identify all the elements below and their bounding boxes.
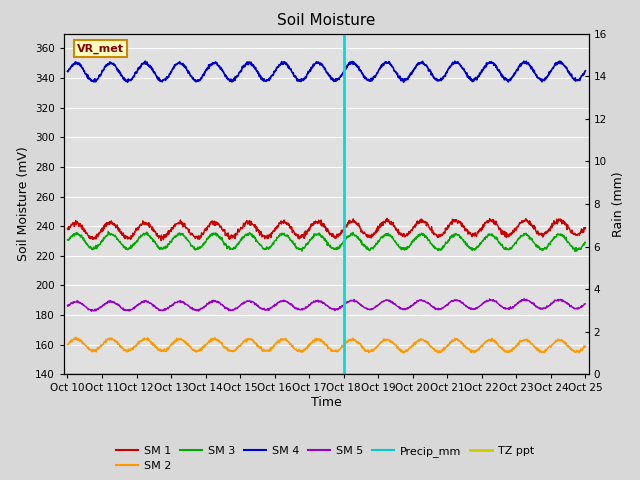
Line: SM 3: SM 3 bbox=[67, 231, 586, 252]
SM 3 bbox=[571, 249, 579, 254]
TZ ppt bbox=[63, 372, 71, 377]
SM 2 bbox=[358, 346, 366, 351]
SM 1 bbox=[304, 227, 312, 233]
Title: Soil Moisture: Soil Moisture bbox=[277, 13, 376, 28]
Text: VR_met: VR_met bbox=[77, 44, 124, 54]
SM 3 bbox=[63, 237, 71, 243]
SM 4 bbox=[400, 79, 408, 85]
TZ ppt bbox=[303, 372, 311, 377]
SM 5 bbox=[294, 305, 302, 311]
SM 2 bbox=[125, 346, 132, 352]
SM 5 bbox=[358, 303, 366, 309]
SM 3 bbox=[104, 233, 111, 239]
SM 1 bbox=[104, 220, 111, 226]
SM 3 bbox=[582, 240, 589, 245]
SM 5 bbox=[63, 302, 71, 308]
SM 5 bbox=[125, 307, 132, 312]
SM 5 bbox=[520, 296, 528, 301]
SM 4 bbox=[141, 58, 149, 64]
SM 5 bbox=[104, 300, 111, 306]
SM 5 bbox=[304, 304, 312, 310]
SM 4 bbox=[104, 61, 111, 67]
SM 1 bbox=[383, 216, 391, 221]
X-axis label: Time: Time bbox=[311, 396, 342, 409]
SM 1 bbox=[582, 225, 589, 230]
Line: SM 5: SM 5 bbox=[67, 299, 586, 311]
SM 5 bbox=[195, 308, 203, 314]
SM 3 bbox=[284, 232, 291, 238]
TZ ppt bbox=[104, 372, 111, 377]
SM 1 bbox=[125, 236, 132, 241]
SM 2 bbox=[582, 343, 589, 349]
SM 2 bbox=[294, 348, 302, 354]
SM 3 bbox=[104, 228, 112, 234]
SM 5 bbox=[284, 299, 291, 304]
SM 2 bbox=[104, 336, 112, 341]
SM 1 bbox=[284, 221, 291, 227]
SM 3 bbox=[125, 246, 132, 252]
Line: SM 1: SM 1 bbox=[67, 218, 586, 240]
Y-axis label: Soil Moisture (mV): Soil Moisture (mV) bbox=[17, 146, 29, 262]
SM 2 bbox=[72, 335, 80, 340]
SM 4 bbox=[284, 62, 291, 68]
SM 2 bbox=[284, 337, 291, 343]
SM 4 bbox=[63, 69, 71, 74]
SM 4 bbox=[294, 77, 302, 83]
SM 4 bbox=[304, 71, 312, 76]
SM 4 bbox=[125, 78, 132, 84]
SM 2 bbox=[304, 343, 312, 349]
SM 3 bbox=[304, 241, 312, 247]
SM 4 bbox=[358, 72, 366, 77]
Legend: SM 1, SM 2, SM 3, SM 4, SM 5, Precip_mm, TZ ppt: SM 1, SM 2, SM 3, SM 4, SM 5, Precip_mm,… bbox=[111, 441, 538, 476]
SM 5 bbox=[582, 301, 589, 307]
SM 4 bbox=[582, 68, 589, 74]
SM 2 bbox=[63, 342, 71, 348]
TZ ppt bbox=[358, 372, 366, 377]
SM 3 bbox=[358, 240, 366, 246]
TZ ppt bbox=[125, 372, 132, 377]
SM 1 bbox=[157, 238, 165, 243]
SM 3 bbox=[294, 246, 302, 252]
SM 1 bbox=[358, 229, 366, 235]
TZ ppt bbox=[284, 372, 291, 377]
Line: SM 2: SM 2 bbox=[67, 337, 586, 353]
Y-axis label: Rain (mm): Rain (mm) bbox=[612, 171, 625, 237]
Line: SM 4: SM 4 bbox=[67, 61, 586, 82]
SM 2 bbox=[399, 350, 407, 356]
TZ ppt bbox=[582, 372, 589, 377]
SM 1 bbox=[294, 236, 302, 241]
TZ ppt bbox=[294, 372, 301, 377]
SM 1 bbox=[63, 226, 71, 231]
